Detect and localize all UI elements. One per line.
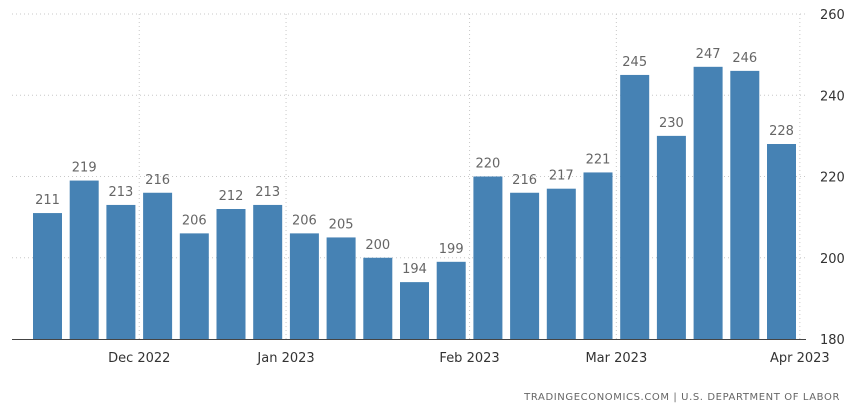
data-label: 221 (586, 152, 611, 167)
bar (326, 237, 356, 339)
bar (473, 176, 503, 339)
data-label: 211 (35, 193, 60, 208)
data-label: 220 (475, 157, 500, 172)
data-label: 212 (219, 189, 244, 204)
bars (33, 66, 796, 339)
data-label: 216 (145, 173, 170, 188)
x-tick-label: Jan 2023 (256, 351, 314, 366)
data-label: 246 (732, 51, 757, 66)
bar (510, 192, 540, 339)
x-axis-ticks: Dec 2022 Jan 2023 Feb 2023 Mar 2023 Apr 2023 (108, 351, 830, 366)
data-label: 230 (659, 116, 684, 131)
bar (179, 233, 209, 339)
bar (656, 135, 686, 339)
bar (69, 180, 99, 339)
bar (730, 70, 760, 339)
data-label: 219 (72, 161, 97, 176)
bar (583, 172, 613, 339)
bar (400, 282, 429, 339)
bar (289, 233, 319, 339)
y-tick-label: 260 (820, 8, 845, 23)
bar (436, 261, 466, 339)
data-label: 194 (402, 262, 427, 277)
data-label: 228 (769, 124, 794, 139)
y-tick-label: 240 (820, 89, 845, 104)
bar (253, 204, 283, 339)
y-tick-label: 180 (820, 333, 845, 348)
bar (106, 204, 136, 339)
data-label: 217 (549, 169, 574, 184)
y-axis-ticks: 180 200 220 240 260 (820, 8, 845, 348)
data-label: 200 (365, 238, 390, 253)
bar (620, 74, 650, 339)
data-label: 205 (329, 217, 354, 232)
bar (693, 66, 723, 339)
data-label: 206 (182, 213, 207, 228)
y-tick-label: 220 (820, 171, 845, 186)
data-label: 213 (255, 185, 280, 200)
bar (143, 192, 173, 339)
x-tick-label: Feb 2023 (439, 351, 499, 366)
y-tick-label: 200 (820, 252, 845, 267)
data-label: 199 (439, 242, 464, 257)
x-tick-label: Apr 2023 (770, 351, 830, 366)
data-label: 247 (696, 47, 721, 62)
bar (216, 209, 246, 339)
source-footer: TRADINGECONOMICS.COM | U.S. DEPARTMENT O… (524, 392, 840, 403)
x-tick-label: Mar 2023 (585, 351, 647, 366)
bar (546, 188, 576, 339)
bar (33, 213, 62, 339)
data-labels: 211 219 213 216 206 212 213 206 205 200 194 199 220 2… (35, 47, 794, 277)
data-label: 245 (622, 55, 647, 70)
data-label: 216 (512, 173, 537, 188)
x-tick-label: Dec 2022 (108, 351, 170, 366)
bar (363, 257, 393, 339)
data-label: 213 (108, 185, 133, 200)
bar (767, 144, 796, 339)
data-label: 206 (292, 213, 317, 228)
